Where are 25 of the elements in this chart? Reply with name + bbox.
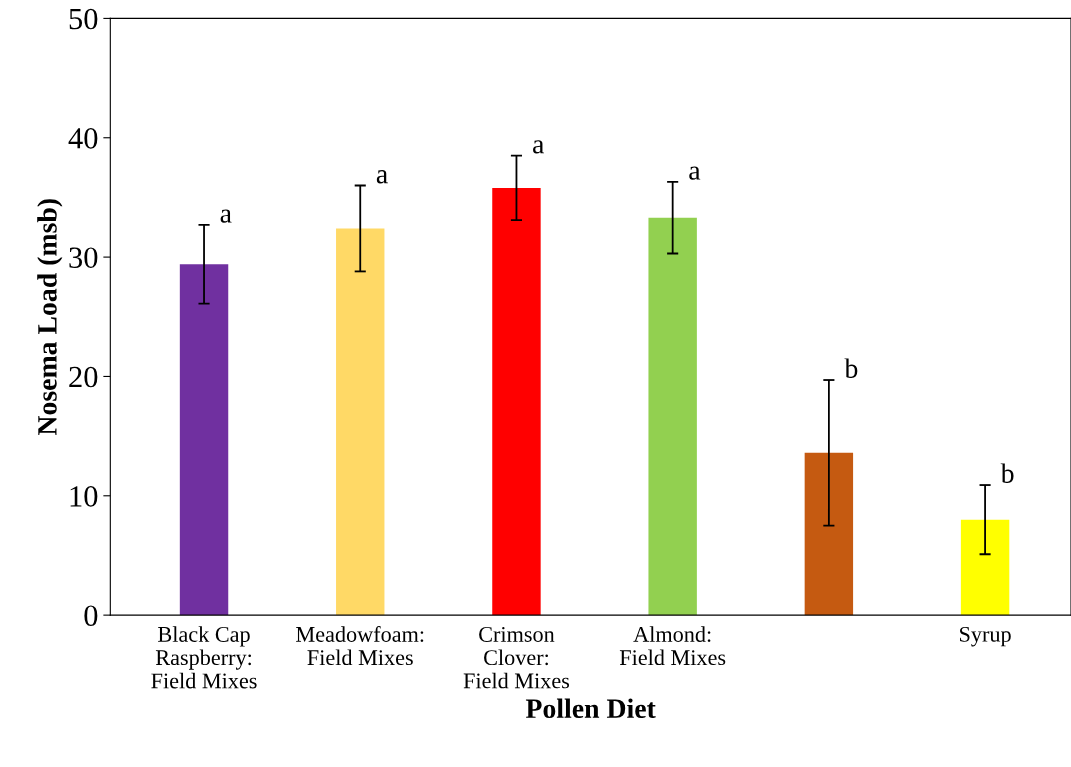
x-tick-label: Syrup: [960, 626, 1011, 647]
annotation: a: [533, 140, 545, 154]
x-tick-label: Crimson Clover: Field Mixes: [463, 626, 570, 689]
annotation: a: [220, 209, 232, 223]
bar: [492, 187, 541, 616]
x-axis-title: Pollen Diet: [525, 698, 656, 719]
y-axis-title: Nosema Load (msb): [37, 199, 63, 436]
y-tick-label: 20: [69, 366, 98, 388]
bar: [960, 519, 1010, 616]
bar: [804, 452, 854, 616]
bar: [648, 217, 697, 616]
y-tick-label: 40: [68, 128, 98, 149]
y-tick-label: 30: [69, 247, 98, 268]
y-tick-label: 0: [84, 605, 98, 627]
bar: [336, 228, 385, 616]
x-tick-label: Black Cap Raspberry: Field Mixes: [151, 626, 257, 689]
x-tick-label: Almond: Field Mixes: [619, 626, 726, 666]
annotation: b: [844, 358, 858, 378]
annotation: a: [376, 170, 388, 184]
y-tick-label: 10: [70, 486, 98, 507]
annotation: a: [689, 166, 701, 180]
x-tick-label: Meadowfoam: Field Mixes: [296, 626, 424, 666]
y-tick-label: 50: [69, 8, 98, 30]
annotation: b: [1000, 463, 1014, 483]
bar: [179, 264, 229, 616]
